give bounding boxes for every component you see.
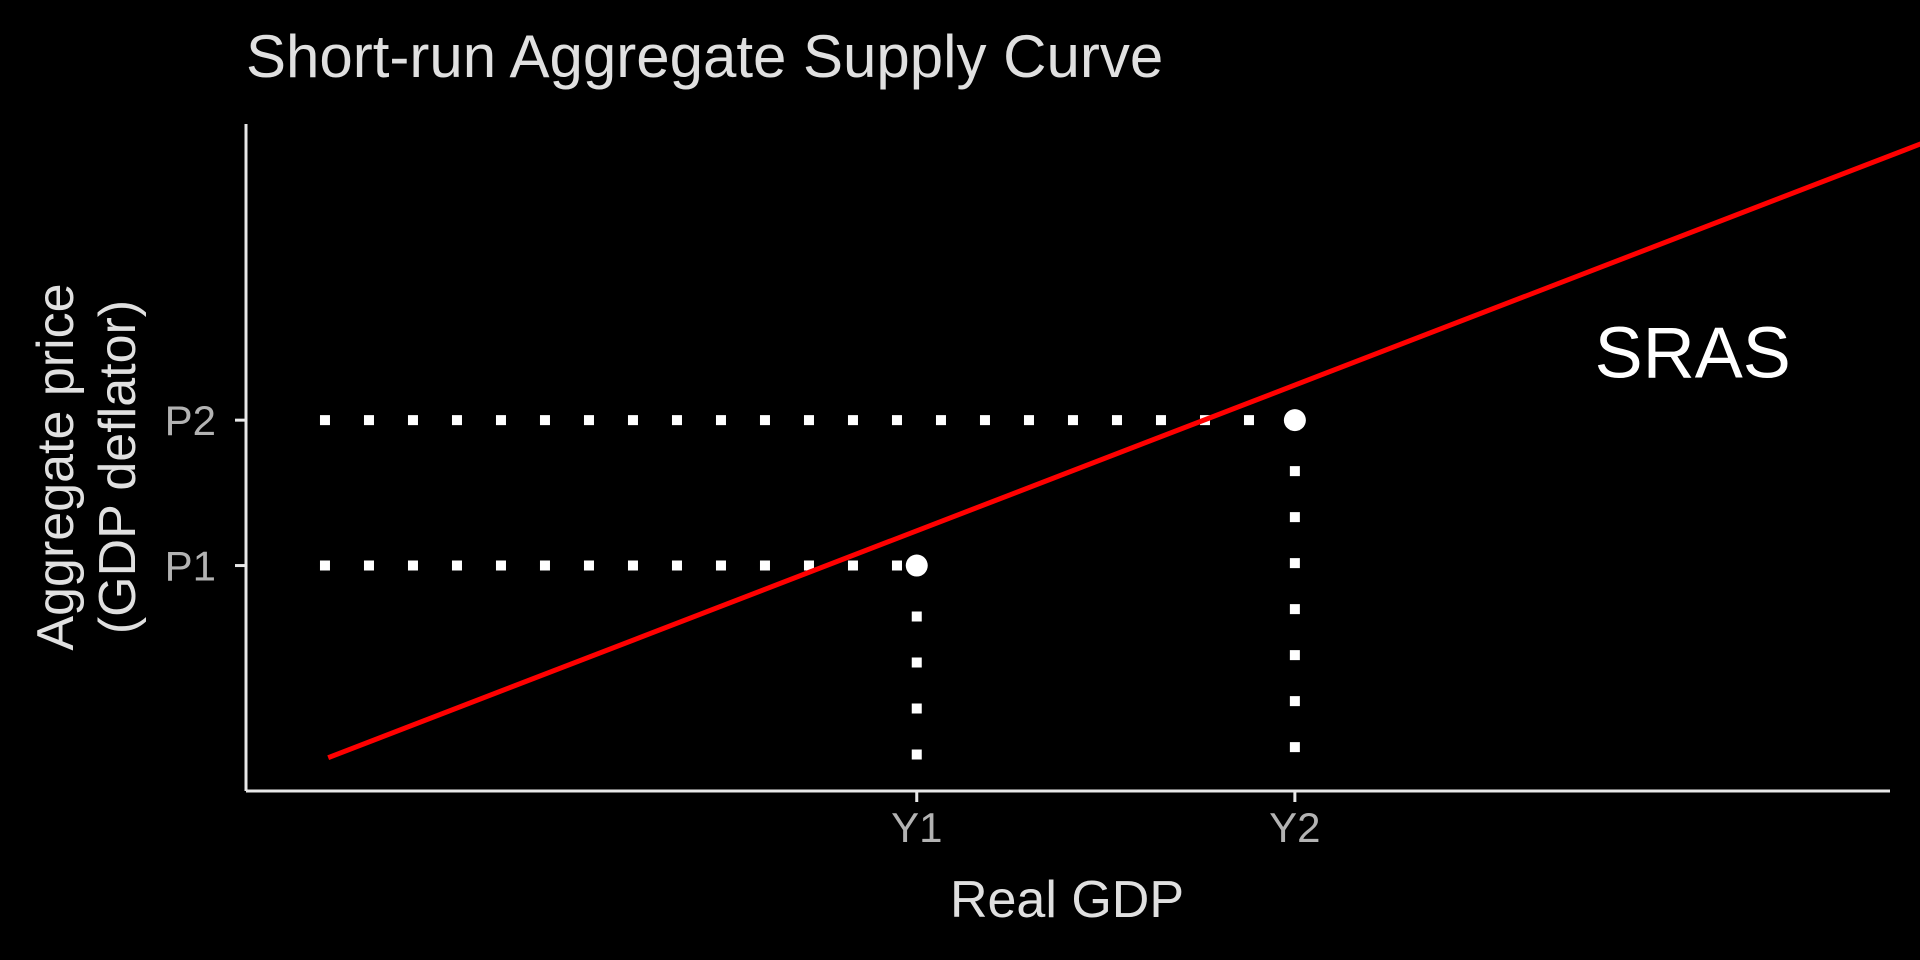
sras-curve-line <box>327 141 1920 760</box>
y-axis-label-line-2: (GDP deflator) <box>89 300 147 634</box>
y-tick-label-P1: P1 <box>165 543 216 590</box>
y-axis-label-line-1: Aggregate price <box>27 283 85 650</box>
y-axis-label: Aggregate price (GDP deflator) <box>27 283 147 650</box>
x-axis-label: Real GDP <box>950 871 1184 929</box>
x-tick-label-Y2: Y2 <box>1269 804 1320 851</box>
chart-title: Short-run Aggregate Supply Curve <box>246 23 1163 90</box>
point-2 <box>1283 409 1306 432</box>
x-tick-label-Y1: Y1 <box>891 804 942 851</box>
sras-annotation: SRAS <box>1595 313 1791 393</box>
point-1 <box>905 554 928 577</box>
y-tick-label-P2: P2 <box>165 397 216 444</box>
plot-area: P1 P2 Y1 Y2 SRAS <box>165 124 1920 851</box>
